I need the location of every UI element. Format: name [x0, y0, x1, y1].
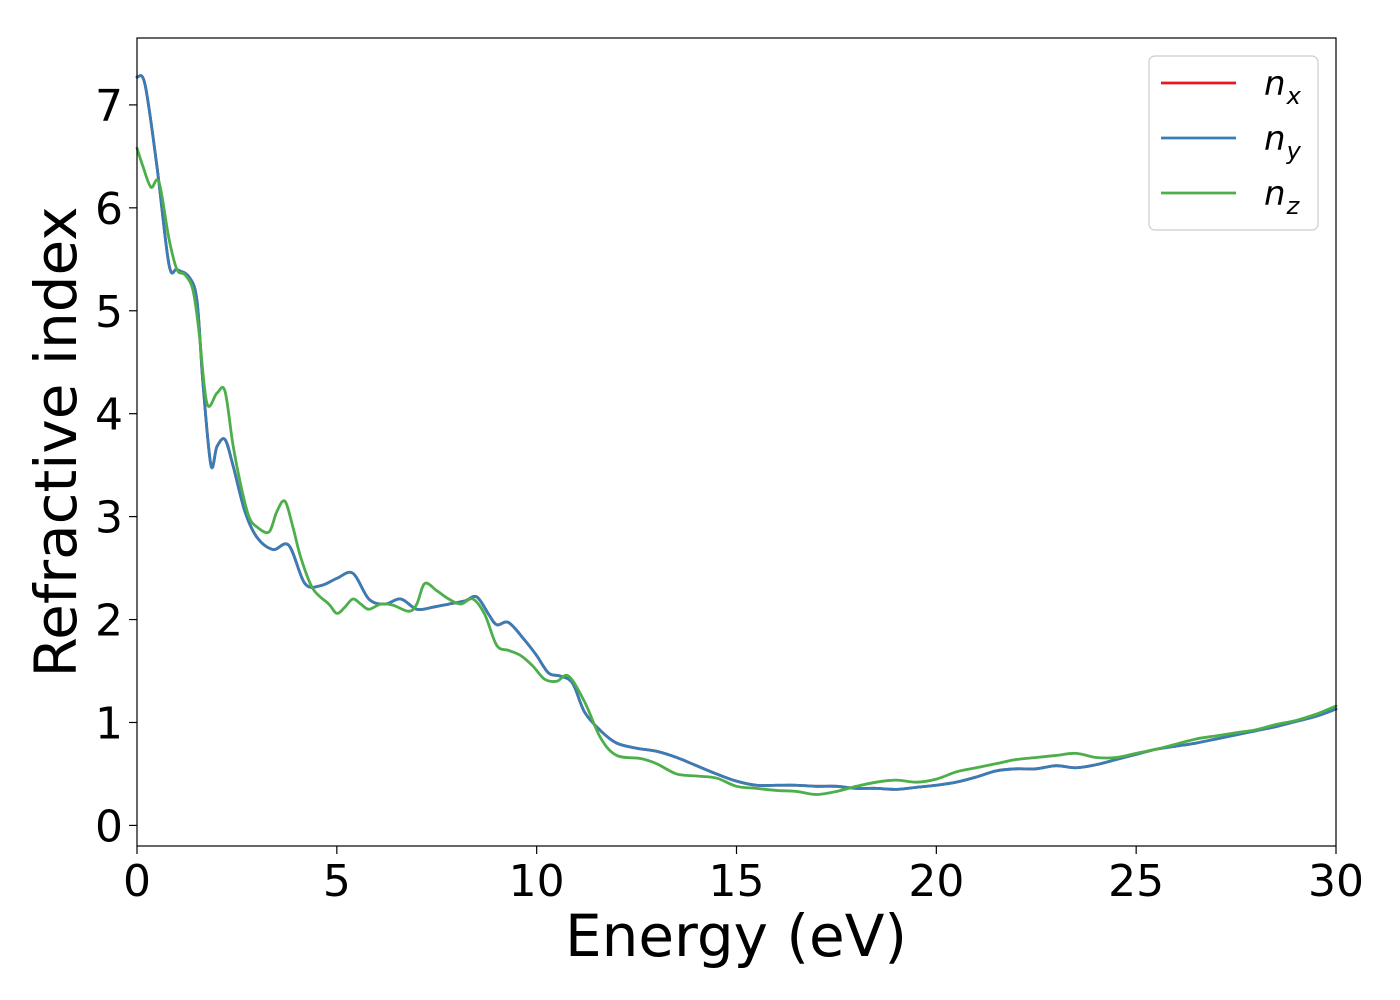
- x-tick-label: 0: [123, 856, 151, 907]
- y-axis-label: Refractive index: [22, 206, 90, 677]
- x-tick-label: 30: [1308, 856, 1364, 907]
- x-tick-label: 10: [509, 856, 565, 907]
- y-tick-label: 6: [95, 184, 123, 235]
- x-tick-label: 15: [709, 856, 765, 907]
- legend-label-n-y: ny: [1264, 119, 1302, 165]
- series-layer: [135, 74, 1338, 796]
- legend-frame: [1148, 55, 1319, 231]
- series-line-n-z: [135, 146, 1338, 796]
- x-tick-label: 25: [1108, 856, 1164, 907]
- y-tick-label: 2: [95, 596, 123, 647]
- legend-label-n-z: nz: [1264, 174, 1301, 220]
- y-tick-label: 4: [95, 390, 123, 441]
- y-tick-label: 7: [95, 81, 123, 132]
- plot-background: [137, 38, 1336, 846]
- x-axis-label: Energy (eV): [565, 902, 907, 970]
- x-tick-label: 5: [323, 856, 351, 907]
- x-tick-label: 20: [908, 856, 964, 907]
- legend-label-n-x: nx: [1264, 64, 1302, 110]
- y-tick-label: 5: [95, 287, 123, 338]
- y-tick-label: 3: [95, 493, 123, 544]
- y-tick-label: 1: [95, 698, 123, 749]
- x-axis: 0 5 10 15 20 25 30: [123, 846, 1364, 907]
- y-tick-label: 0: [95, 801, 123, 852]
- legend: nx ny nz: [1148, 55, 1319, 231]
- y-axis: 0 1 2 3 4 5 6 7: [95, 81, 137, 852]
